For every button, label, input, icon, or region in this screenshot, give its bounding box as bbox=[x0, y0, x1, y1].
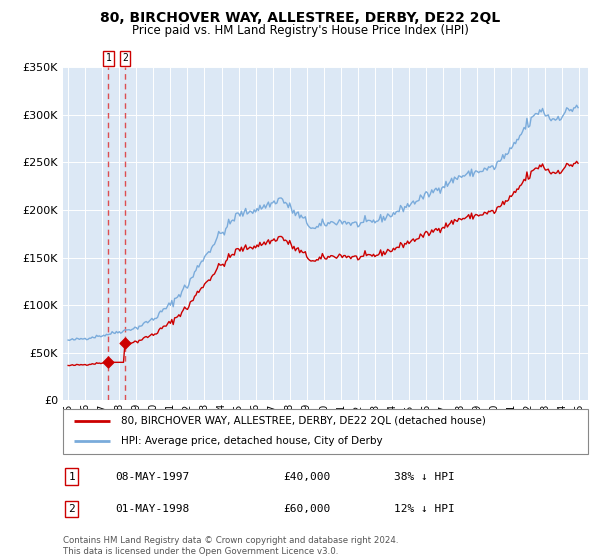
Text: 1: 1 bbox=[68, 472, 75, 482]
Text: 08-MAY-1997: 08-MAY-1997 bbox=[115, 472, 190, 482]
Text: 2: 2 bbox=[122, 53, 128, 63]
Text: £60,000: £60,000 bbox=[284, 504, 331, 514]
Point bbox=[120, 339, 130, 348]
FancyBboxPatch shape bbox=[63, 409, 588, 454]
Text: 1: 1 bbox=[106, 53, 111, 63]
Text: 12% ↓ HPI: 12% ↓ HPI bbox=[394, 504, 455, 514]
Text: £40,000: £40,000 bbox=[284, 472, 331, 482]
Point bbox=[104, 358, 113, 367]
Text: Contains HM Land Registry data © Crown copyright and database right 2024.
This d: Contains HM Land Registry data © Crown c… bbox=[63, 536, 398, 556]
Text: HPI: Average price, detached house, City of Derby: HPI: Average price, detached house, City… bbox=[121, 436, 382, 446]
Text: 80, BIRCHOVER WAY, ALLESTREE, DERBY, DE22 2QL (detached house): 80, BIRCHOVER WAY, ALLESTREE, DERBY, DE2… bbox=[121, 416, 485, 426]
Text: 01-MAY-1998: 01-MAY-1998 bbox=[115, 504, 190, 514]
Text: 38% ↓ HPI: 38% ↓ HPI bbox=[394, 472, 455, 482]
Text: Price paid vs. HM Land Registry's House Price Index (HPI): Price paid vs. HM Land Registry's House … bbox=[131, 24, 469, 36]
Text: 80, BIRCHOVER WAY, ALLESTREE, DERBY, DE22 2QL: 80, BIRCHOVER WAY, ALLESTREE, DERBY, DE2… bbox=[100, 11, 500, 25]
Text: 2: 2 bbox=[68, 504, 75, 514]
